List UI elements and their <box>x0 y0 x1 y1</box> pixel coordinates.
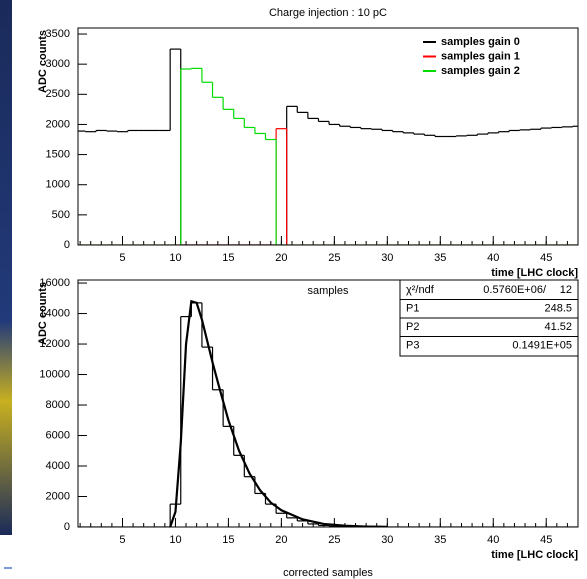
plot-frame <box>77 27 579 246</box>
plot-area <box>78 299 578 527</box>
fit-curve <box>169 299 388 527</box>
stats-value: 41.52 <box>544 321 572 333</box>
y-tick-label: 500 <box>52 209 70 221</box>
plot-frame <box>77 279 579 528</box>
chart-title: Charge injection : 10 pC <box>269 7 387 19</box>
plot-area <box>78 48 578 245</box>
y-tick-label: 16000 <box>39 277 70 289</box>
x-tick-label: 15 <box>222 534 234 546</box>
y-tick-label: 12000 <box>39 338 70 350</box>
stats-key: P3 <box>406 339 419 351</box>
legend-label: samples gain 2 <box>441 65 520 77</box>
x-tick-label: 20 <box>275 534 287 546</box>
stats-value: 0.5760E+06/ <box>483 284 547 296</box>
stats-value: 0.1491E+05 <box>512 339 572 351</box>
x-tick-label: 35 <box>434 252 446 264</box>
y-axis-label: ADC counts <box>37 30 49 93</box>
y-tick-label: 2500 <box>46 88 70 100</box>
y-tick-label: 2000 <box>46 490 70 502</box>
x-axis-label: time [LHC clock] <box>491 267 578 279</box>
caption: samples <box>308 285 349 297</box>
x-tick-label: 30 <box>381 252 393 264</box>
x-axis-label: time [LHC clock] <box>491 549 578 561</box>
y-tick-label: 1500 <box>46 148 70 160</box>
y-tick-label: 1000 <box>46 179 70 191</box>
y-tick-label: 0 <box>64 239 70 251</box>
x-tick-label: 10 <box>169 534 181 546</box>
y-tick-label: 6000 <box>46 429 70 441</box>
x-tick-label: 15 <box>222 252 234 264</box>
legend-label: samples gain 0 <box>441 36 520 48</box>
x-tick-label: 25 <box>328 534 340 546</box>
y-axis-label: ADC counts <box>37 282 49 345</box>
stats-value: 248.5 <box>544 302 572 314</box>
stats-value: 12 <box>560 284 572 296</box>
stats-key: P1 <box>406 302 419 314</box>
x-tick-label: 40 <box>487 534 499 546</box>
x-tick-label: 5 <box>119 252 125 264</box>
stats-key: P2 <box>406 321 419 333</box>
x-tick-label: 10 <box>169 252 181 264</box>
y-tick-label: 3000 <box>46 58 70 70</box>
y-tick-label: 4000 <box>46 460 70 472</box>
x-tick-label: 5 <box>119 534 125 546</box>
x-tick-label: 45 <box>540 534 552 546</box>
legend-label: samples gain 1 <box>441 50 520 62</box>
y-tick-label: 8000 <box>46 399 70 411</box>
x-tick-label: 45 <box>540 252 552 264</box>
x-tick-label: 30 <box>381 534 393 546</box>
x-tick-label: 40 <box>487 252 499 264</box>
y-tick-label: 0 <box>64 521 70 533</box>
y-tick-label: 2000 <box>46 118 70 130</box>
x-tick-label: 25 <box>328 252 340 264</box>
caption: corrected samples <box>283 567 373 579</box>
background-photo-strip <box>0 0 12 535</box>
y-tick-label: 3500 <box>46 28 70 40</box>
y-tick-label: 10000 <box>39 368 70 380</box>
y-tick-label: 14000 <box>39 307 70 319</box>
stats-key: χ²/ndf <box>406 284 435 296</box>
x-tick-label: 35 <box>434 534 446 546</box>
x-tick-label: 20 <box>275 252 287 264</box>
